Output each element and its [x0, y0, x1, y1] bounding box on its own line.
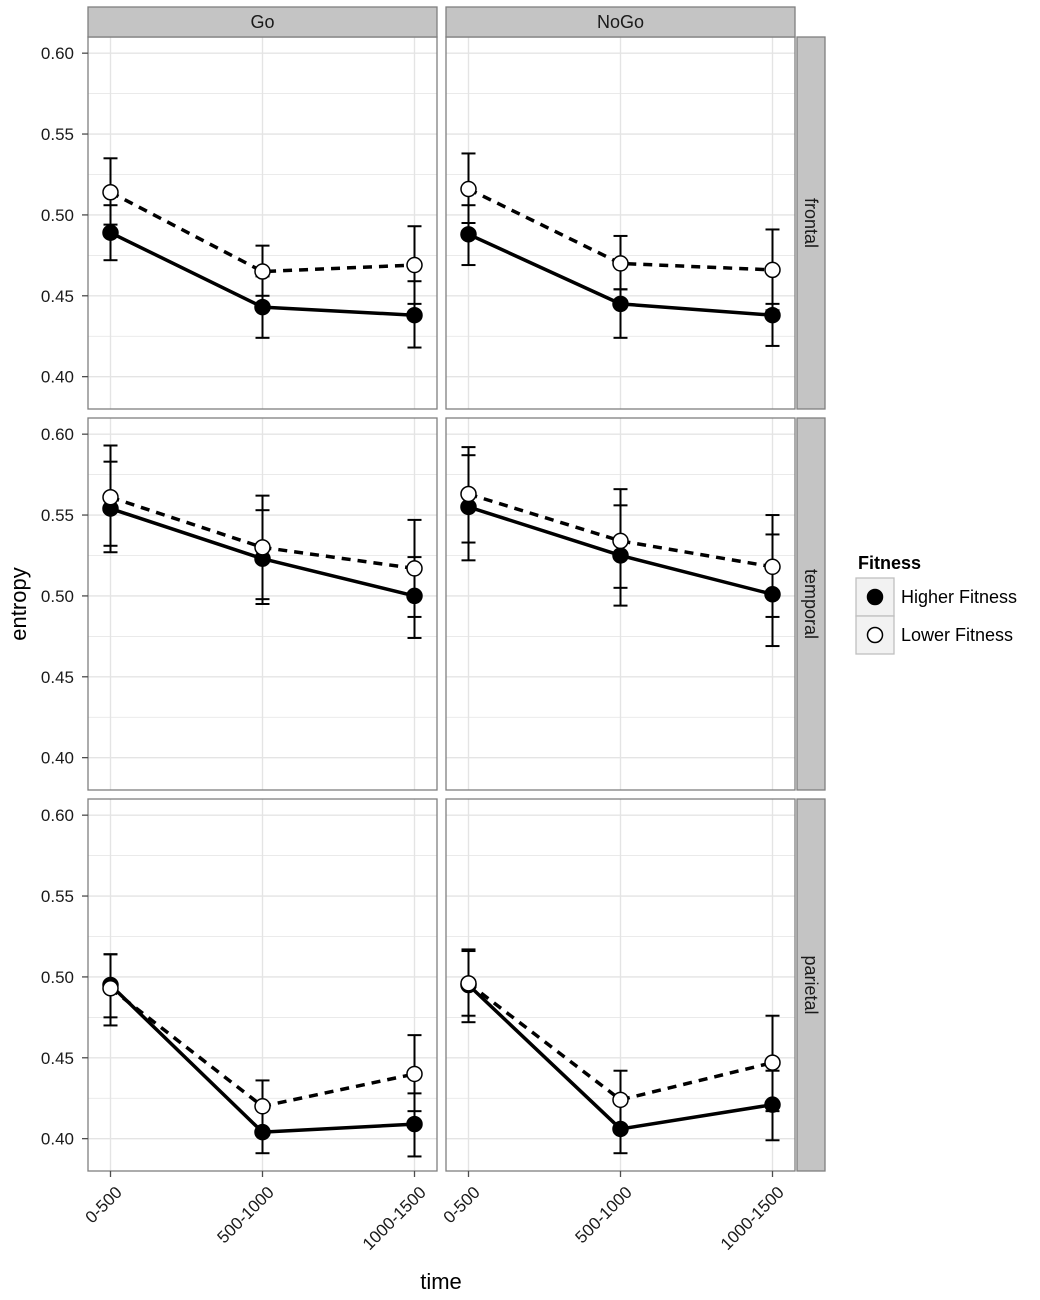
data-point: [406, 1115, 423, 1133]
x-tick-label: 1000-1500: [359, 1183, 430, 1254]
series-line: [467, 187, 773, 272]
facet-strip: [445, 6, 796, 38]
data-point: [406, 587, 423, 605]
y-axis-title: entropy: [6, 567, 31, 640]
data-point: [612, 255, 629, 272]
y-tick-label: 0.50: [41, 968, 74, 987]
data-point: [612, 295, 629, 313]
series-line: [109, 190, 415, 274]
facet-strip: [796, 798, 826, 1172]
data-point: [764, 586, 781, 603]
legend-title: Fitness: [858, 553, 921, 573]
y-tick-label: 0.40: [41, 368, 74, 387]
facet-label: Go: [250, 12, 274, 32]
data-point: [254, 1098, 271, 1115]
data-point: [612, 532, 629, 550]
data-point: [254, 263, 271, 280]
y-tick-label: 0.45: [41, 668, 74, 687]
y-tick-label: 0.55: [41, 506, 74, 525]
data-point: [612, 547, 629, 564]
data-point: [764, 306, 781, 324]
data-point: [102, 979, 119, 997]
facet-label: parietal: [801, 955, 821, 1014]
facet-label: frontal: [801, 198, 821, 248]
data-point: [102, 184, 119, 201]
legend-label: Lower Fitness: [901, 625, 1013, 645]
data-point: [764, 558, 781, 576]
facet-strip: [87, 6, 438, 38]
legend-marker: [866, 588, 884, 606]
y-tick-label: 0.40: [41, 749, 74, 768]
y-tick-label: 0.55: [41, 125, 74, 144]
data-point: [254, 1123, 271, 1141]
legend-label: Higher Fitness: [901, 587, 1017, 607]
y-tick-label: 0.50: [41, 587, 74, 606]
facet-strip: [796, 36, 826, 410]
facet-strip: [796, 417, 826, 791]
legend-marker: [866, 626, 884, 644]
y-tick-label: 0.60: [41, 425, 74, 444]
x-tick-label: 0-500: [82, 1183, 126, 1227]
y-tick-label: 0.60: [41, 806, 74, 825]
y-tick-label: 0.50: [41, 206, 74, 225]
data-point: [102, 224, 119, 241]
data-point: [102, 489, 119, 506]
data-point: [764, 1054, 781, 1071]
y-tick-label: 0.45: [41, 287, 74, 306]
data-point: [460, 485, 477, 503]
facet-label: temporal: [801, 569, 821, 639]
data-point: [764, 261, 781, 279]
data-point: [406, 1065, 423, 1083]
data-point: [254, 539, 271, 556]
y-tick-label: 0.40: [41, 1130, 74, 1149]
x-axis-title: time: [420, 1269, 462, 1294]
y-tick-label: 0.55: [41, 887, 74, 906]
data-point: [460, 975, 477, 992]
series-line: [467, 492, 773, 569]
series-line: [467, 981, 773, 1102]
data-point: [764, 1096, 781, 1113]
data-point: [460, 180, 477, 198]
panel-border: [87, 417, 438, 791]
panel-border: [445, 417, 796, 791]
data-point: [460, 226, 477, 243]
data-point: [612, 1091, 629, 1109]
y-tick-label: 0.60: [41, 44, 74, 63]
data-point: [406, 256, 423, 274]
data-point: [406, 306, 423, 324]
data-point: [612, 1120, 629, 1138]
legend: Fitness Higher Fitness Lower Fitness: [855, 553, 1017, 655]
x-tick-label: 500-1000: [572, 1183, 636, 1247]
y-tick-label: 0.45: [41, 1049, 74, 1068]
facet-label: NoGo: [597, 12, 644, 32]
data-point: [406, 560, 423, 577]
x-tick-label: 1000-1500: [717, 1183, 788, 1254]
data-point: [254, 298, 271, 316]
x-tick-label: 500-1000: [214, 1183, 278, 1247]
x-tick-label: 0-500: [440, 1183, 484, 1227]
